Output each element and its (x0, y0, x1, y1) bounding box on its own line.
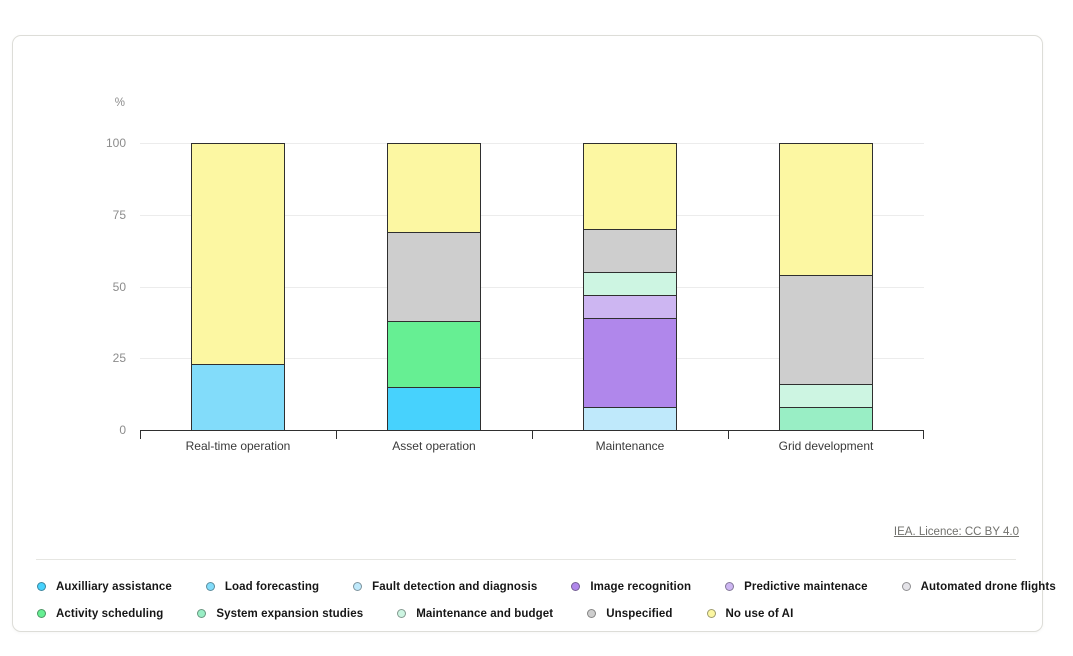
y-tick-label-75: 75 (112, 207, 126, 222)
legend-item-predictive-maintenace[interactable]: Predictive maintenace (725, 581, 868, 593)
bar-segment-no-use-of-ai[interactable] (779, 143, 873, 276)
legend-item-label: Predictive maintenace (744, 580, 868, 593)
bar-segment-load-forecasting[interactable] (191, 364, 285, 430)
legend-item-fault-detection-and-diagnosis[interactable]: Fault detection and diagnosis (353, 581, 537, 593)
category-label-real-time-operation: Real-time operation (185, 439, 291, 453)
bar-real-time-operation (191, 143, 285, 430)
y-axis-unit-label: % (114, 97, 125, 109)
legend-item-maintenance-and-budget[interactable]: Maintenance and budget (397, 608, 553, 620)
y-tick-label-0: 0 (119, 423, 126, 437)
category-label-grid-development: Grid development (778, 439, 874, 453)
legend-swatch-icon (37, 582, 46, 591)
bar-segment-no-use-of-ai[interactable] (387, 143, 481, 232)
gridline-25 (140, 358, 924, 360)
legend-swatch-icon (587, 609, 597, 618)
bar-segment-unspecified[interactable] (779, 275, 873, 385)
legend-item-auxilliary-assistance[interactable]: Auxilliary assistance (37, 581, 172, 593)
x-axis-tick (728, 431, 729, 439)
legend-item-label: Auxilliary assistance (56, 580, 172, 593)
bar-segment-unspecified[interactable] (387, 231, 481, 321)
y-tick-label-25: 25 (112, 351, 126, 366)
bar-maintenance (583, 143, 677, 430)
legend-swatch-icon (197, 609, 207, 618)
legend-item-label: No use of AI (725, 607, 794, 620)
legend-item-system-expansion-studies[interactable]: System expansion studies (197, 608, 363, 620)
plot-area: % 0 25 50 75 100 Real-time operation Asset ope… (106, 97, 924, 453)
bar-segment-no-use-of-ai[interactable] (583, 143, 677, 230)
source-licence-link[interactable]: IEA. Licence: CC BY 4.0 (893, 526, 1019, 538)
bar-segment-activity-scheduling[interactable] (387, 320, 481, 387)
legend-item-load-forecasting[interactable]: Load forecasting (205, 580, 320, 593)
bar-segment-predictive-maintenace[interactable] (583, 295, 677, 319)
chart-card: % 0 25 50 75 100 Real-time operation Asset ope… (12, 35, 1056, 632)
legend-divider (36, 559, 1016, 560)
legend-item-label: Load forecasting (224, 580, 320, 593)
legend-item-label: Unspecified (606, 607, 673, 620)
legend-row-2: Activity scheduling System expansion stud… (37, 603, 1022, 624)
legend-item-label: Fault detection and diagnosis (372, 580, 538, 593)
x-axis-tick (532, 431, 533, 439)
legend-swatch-icon (37, 609, 46, 618)
legend: Auxilliary assistance Load forecasting Fau… (37, 576, 1056, 624)
legend-row-1: Auxilliary assistance Load forecasting Fau… (37, 576, 1056, 597)
legend-item-label: Maintenance and budget (416, 607, 554, 620)
gridline-50 (140, 286, 924, 288)
legend-swatch-icon (706, 609, 716, 618)
bar-segment-system-expansion-studies[interactable] (779, 407, 873, 430)
legend-swatch-icon (397, 609, 407, 618)
legend-item-label: Activity scheduling (56, 607, 164, 620)
y-tick-label-50: 50 (112, 279, 126, 294)
legend-item-label: Image recognition (590, 580, 692, 593)
bar-asset-operation (387, 143, 481, 430)
legend-swatch-icon (571, 582, 581, 591)
legend-swatch-icon (205, 582, 215, 591)
bar-segment-unspecified[interactable] (583, 229, 677, 273)
legend-item-activity-scheduling[interactable]: Activity scheduling (37, 608, 163, 620)
x-axis-tick (140, 431, 141, 439)
gridline-100 (140, 143, 924, 144)
bar-segment-no-use-of-ai[interactable] (191, 143, 285, 364)
legend-item-label: System expansion studies (216, 607, 364, 620)
x-axis-tick (923, 431, 924, 439)
legend-item-automated-drone-flights[interactable]: Automated drone flights (901, 580, 1056, 593)
bar-grid-development (779, 143, 873, 430)
legend-item-label: Automated drone flights (920, 580, 1056, 593)
bar-segment-fault-detection-and-diagnosis[interactable] (583, 407, 677, 430)
bar-segment-maintenance-and-budget[interactable] (583, 272, 677, 296)
bar-segment-image-recognition[interactable] (583, 318, 677, 408)
legend-swatch-icon (353, 582, 363, 591)
legend-item-no-use-of-ai[interactable]: No use of AI (706, 607, 794, 620)
legend-swatch-icon (725, 582, 735, 591)
legend-item-unspecified[interactable]: Unspecified (587, 608, 672, 620)
category-label-asset-operation: Asset operation (392, 439, 476, 453)
legend-item-image-recognition[interactable]: Image recognition (571, 581, 691, 593)
x-axis-tick (336, 431, 337, 439)
bar-segment-maintenance-and-budget[interactable] (779, 384, 873, 408)
category-label-maintenance: Maintenance (595, 439, 665, 453)
legend-swatch-icon (901, 582, 911, 591)
bar-segment-auxilliary-assistance[interactable] (387, 386, 481, 430)
y-tick-label-100: 100 (105, 136, 126, 150)
gridline-75 (140, 214, 924, 216)
